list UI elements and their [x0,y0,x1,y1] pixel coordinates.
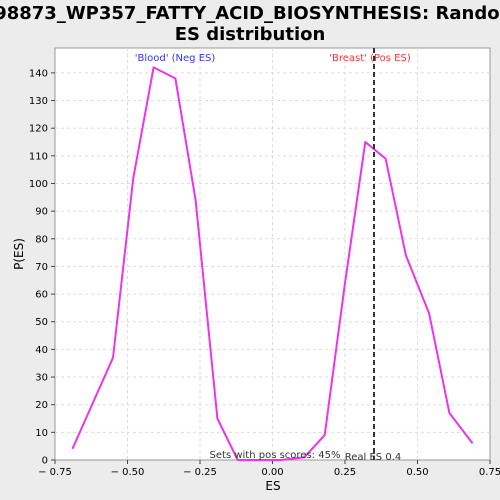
chart-title-line2: ES distribution [175,24,326,45]
y-tick-label: 90 [35,207,48,218]
y-tick-label: 0 [42,456,48,467]
y-tick-label: 50 [35,317,48,328]
chart-title-line1: 198873_WP357_FATTY_ACID_BIOSYNTHESIS: Ra… [0,3,500,24]
y-tick-label: 130 [29,96,48,107]
x-tick-label: 0.00 [261,467,283,478]
pos-es-label: 'Breast' (Pos ES) [329,53,411,64]
real-es-label: Real ES 0.4 [345,452,401,463]
x-tick-label: − 0.50 [111,467,145,478]
y-tick-label: 80 [35,234,48,245]
x-tick-label: − 0.25 [183,467,217,478]
y-tick-label: 40 [35,345,48,356]
y-tick-label: 140 [29,68,48,79]
y-tick-label: 120 [29,124,48,135]
y-tick-label: 30 [35,373,48,384]
y-tick-label: 10 [35,428,48,439]
neg-es-label: 'Blood' (Neg ES) [135,53,216,64]
y-tick-label: 60 [35,290,48,301]
y-tick-label: 70 [35,262,48,273]
y-tick-label: 20 [35,400,48,411]
x-tick-label: 0.25 [334,467,356,478]
es-distribution-line [71,66,474,461]
y-tick-label: 100 [29,179,48,190]
x-tick-label: 0.50 [406,467,428,478]
x-axis-label: ES [265,479,280,493]
y-axis-label: P(ES) [12,238,26,270]
pos-scores-label: Sets with pos scores: 45% [210,450,341,461]
y-tick-label: 110 [29,151,48,162]
x-tick-label: − 0.75 [38,467,72,478]
x-tick-label: 0.75 [479,467,500,478]
